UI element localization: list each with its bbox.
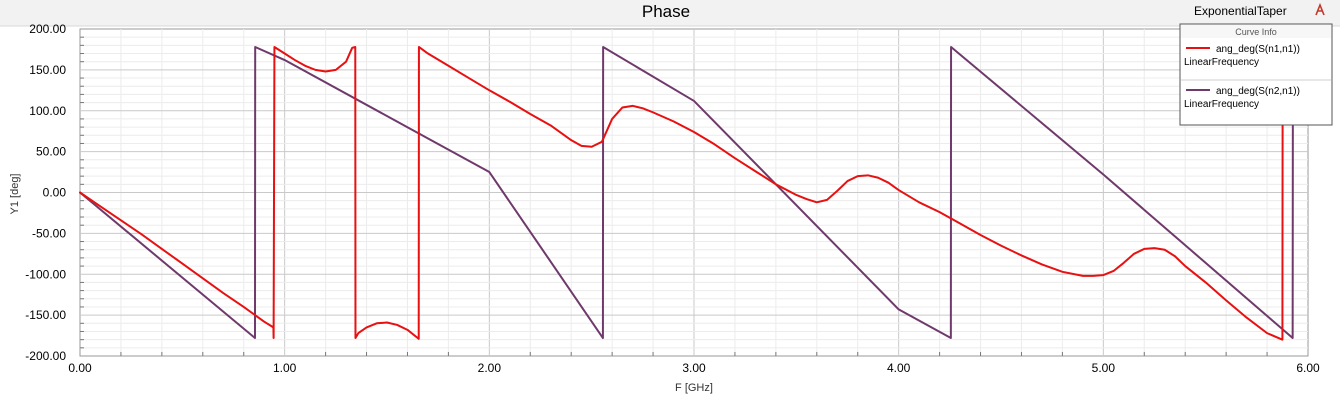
y-tick-label: 200.00 — [29, 22, 66, 36]
y-tick-label: 0.00 — [43, 186, 67, 200]
y-tick-label: -50.00 — [32, 226, 66, 240]
legend-box — [1179, 23, 1333, 126]
title-band — [0, 0, 1340, 26]
y-tick-labels: 200.00 150.00 100.00 50.00 0.00 -50.00 -100.00… — [25, 22, 66, 363]
x-tick-labels: 0.00 1.00 2.00 3.00 4.00 5.00 6.00 — [68, 361, 1320, 375]
design-name: ExponentialTaper — [1194, 4, 1287, 18]
legend-series-name: ang_deg(S(n2,n1)) — [1216, 86, 1300, 97]
y-tick-label: 100.00 — [29, 104, 66, 118]
x-tick-label: 3.00 — [682, 361, 706, 375]
x-tick-label: 4.00 — [887, 361, 911, 375]
series-layer — [79, 45, 1299, 341]
x-tick-label: 5.00 — [1092, 361, 1116, 375]
x-tick-label: 0.00 — [68, 361, 92, 375]
y-tick-label: -100.00 — [25, 267, 66, 281]
y-tick-label: -150.00 — [25, 308, 66, 322]
series-line-1 — [79, 45, 1289, 341]
grid — [80, 29, 1308, 356]
x-tick-label: 6.00 — [1296, 361, 1320, 375]
chart-title: Phase — [642, 2, 690, 21]
legend-series-name: ang_deg(S(n1,n1)) — [1216, 44, 1300, 55]
y-tick-label: -200.00 — [25, 349, 66, 363]
x-axis-title: F [GHz] — [675, 382, 713, 394]
legend-series-sublabel: LinearFrequency — [1184, 99, 1259, 110]
legend[interactable]: ExponentialTaper Curve Info ang_deg(S(n1… — [1179, 2, 1333, 126]
minor-ticks — [80, 36, 1268, 356]
y-tick-label: 50.00 — [36, 145, 66, 159]
legend-header-band — [1181, 25, 1331, 38]
series-line-2 — [79, 45, 1299, 340]
x-tick-label: 2.00 — [478, 361, 502, 375]
legend-series-sublabel: LinearFrequency — [1184, 57, 1259, 68]
legend-entries: ang_deg(S(n1,n1)) LinearFrequency ang_deg(… — [1184, 44, 1300, 110]
legend-header: Curve Info — [1235, 27, 1277, 37]
x-tick-label: 1.00 — [273, 361, 297, 375]
y-axis-title: Y1 [deg] — [9, 174, 21, 215]
legend-design-band — [1180, 2, 1332, 22]
logo-icon — [1315, 2, 1325, 16]
y-tick-label: 150.00 — [29, 63, 66, 77]
